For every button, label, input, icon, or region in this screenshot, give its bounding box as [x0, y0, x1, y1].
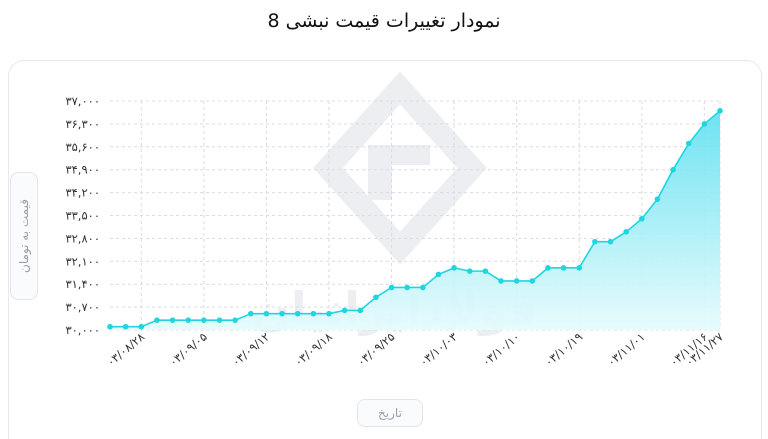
data-point	[357, 307, 364, 314]
data-point	[341, 307, 348, 314]
data-point	[513, 278, 520, 284]
x-tick-label: ۰۳/۱۰/۱۹	[542, 330, 585, 370]
data-point	[326, 310, 332, 317]
data-point	[623, 229, 629, 235]
y-tick-label: ۳۲,۱۰۰	[65, 254, 100, 268]
data-point	[717, 108, 723, 114]
data-point	[592, 238, 598, 245]
data-point	[560, 265, 567, 271]
data-point	[545, 265, 551, 271]
y-tick-label: ۳۶,۳۰۰	[65, 117, 100, 131]
data-point	[607, 238, 614, 245]
data-point	[404, 284, 410, 291]
data-point	[420, 284, 426, 291]
data-point	[685, 140, 692, 147]
data-point	[216, 317, 223, 323]
y-axis-label-box: قیمت به تومان	[10, 172, 38, 300]
data-point	[263, 310, 270, 317]
y-tick-label: ۳۰,۷۰۰	[65, 300, 100, 314]
y-tick-label: ۳۷,۰۰۰	[65, 94, 100, 108]
x-axis-label-box: تاریخ	[357, 399, 423, 427]
data-point	[701, 121, 708, 127]
x-tick-label: ۰۳/۱۱/۰۱	[604, 330, 647, 370]
data-point	[451, 265, 457, 271]
data-point	[576, 265, 583, 271]
data-point	[638, 215, 645, 222]
data-point	[373, 294, 379, 301]
x-tick-label: ۰۳/۰۹/۰۵	[166, 330, 209, 370]
y-tick-label: ۳۰,۰۰۰	[65, 323, 100, 337]
chart-title: نمودار تغییرات قیمت نبشی 8	[267, 10, 501, 32]
series-area	[110, 110, 720, 330]
series-line	[110, 110, 721, 328]
data-point	[138, 323, 145, 330]
x-tick-label: ۰۳/۰۸/۲۸	[104, 330, 147, 370]
data-point	[435, 271, 442, 278]
y-tick-label: ۳۴,۹۰۰	[65, 163, 100, 177]
data-point	[185, 317, 192, 323]
x-axis-label: تاریخ	[378, 406, 402, 420]
data-point	[201, 317, 207, 323]
y-tick-label: ۳۲,۸۰۰	[65, 231, 100, 245]
y-tick-label: ۳۴,۲۰۰	[65, 186, 100, 200]
data-point	[154, 317, 160, 323]
data-point	[529, 278, 536, 284]
y-tick-label: ۳۱,۴۰۰	[65, 277, 100, 291]
data-point	[247, 310, 254, 317]
data-point	[169, 317, 176, 323]
data-point	[294, 310, 301, 317]
data-point	[670, 166, 676, 173]
y-tick-label: ۳۳,۵۰۰	[65, 209, 100, 223]
data-point	[498, 278, 504, 284]
data-point	[388, 284, 395, 291]
data-point	[232, 317, 238, 323]
y-tick-label: ۳۵,۶۰۰	[65, 140, 100, 154]
data-point	[107, 323, 113, 330]
data-point	[654, 196, 661, 202]
data-point	[310, 310, 317, 317]
data-point	[122, 323, 129, 330]
data-point	[466, 268, 473, 274]
y-axis-label: قیمت به تومان	[17, 199, 31, 273]
data-point	[279, 310, 285, 317]
data-point	[482, 268, 489, 274]
